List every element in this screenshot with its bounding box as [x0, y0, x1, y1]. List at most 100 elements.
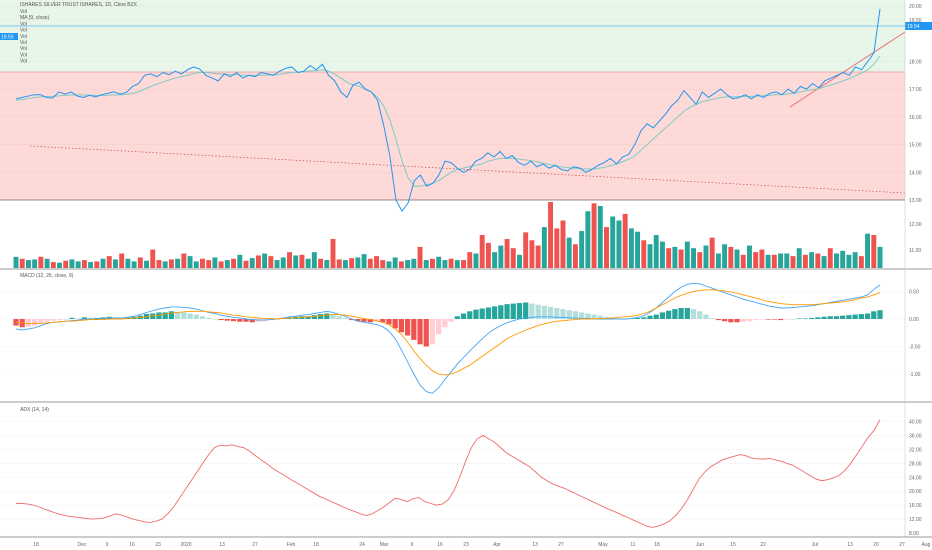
macd-histogram-bar: [162, 312, 168, 319]
macd-histogram-bar: [25, 319, 32, 327]
macd-histogram-bar: [342, 317, 349, 319]
macd-histogram-bar: [498, 305, 504, 319]
macd-histogram-bar: [746, 319, 753, 322]
macd-histogram-bar: [840, 315, 846, 319]
macd-histogram-bar: [467, 311, 473, 319]
volume-bar: [504, 238, 510, 268]
volume-bar: [591, 203, 597, 268]
volume-bar: [218, 261, 224, 268]
volume-bar: [734, 249, 740, 268]
macd-histogram-bar: [603, 316, 610, 319]
volume-bar: [374, 256, 379, 268]
volume-bar: [32, 259, 38, 268]
macd-histogram-bar: [492, 306, 498, 319]
volume-bar: [324, 260, 330, 268]
volume-bar: [224, 260, 230, 268]
adx-label: ADX (14, 14): [20, 407, 49, 413]
volume-bar: [280, 257, 286, 268]
macd-histogram-bar: [380, 319, 386, 323]
macd-line: [15, 282, 881, 394]
volume-bar: [759, 249, 765, 268]
y-tick-label: 24.00: [909, 475, 922, 481]
volume-bar: [747, 245, 752, 268]
volume-bar: [765, 254, 771, 268]
volume-bar: [231, 258, 237, 268]
macd-histogram-bar: [784, 319, 790, 320]
macd-histogram-bar: [541, 305, 547, 319]
y-tick-label: 15.00: [909, 143, 922, 149]
x-tick-label: 15: [730, 542, 736, 548]
secondary-price-value: 19.50: [1, 35, 14, 41]
macd-histogram-bar: [715, 319, 722, 321]
macd-histogram-bar: [168, 311, 175, 319]
macd-histogram-bar: [305, 316, 311, 319]
macd-histogram-bar: [367, 319, 373, 323]
upper-zone: [0, 0, 905, 72]
legend-item: MA (9, close): [20, 15, 50, 21]
macd-histogram-bar: [790, 319, 796, 320]
volume-bar: [666, 248, 672, 268]
volume-bar: [722, 244, 728, 268]
volume-bar: [75, 261, 81, 268]
macd-histogram-bar: [355, 319, 361, 322]
macd-histogram-bar: [429, 319, 436, 345]
macd-histogram-bar: [317, 314, 324, 319]
volume-bar: [715, 253, 721, 268]
macd-histogram-bar: [398, 319, 405, 333]
macd-histogram-bar: [249, 319, 255, 323]
volume-bar: [181, 253, 187, 268]
volume-bar: [69, 259, 75, 268]
volume-bar: [168, 259, 174, 268]
y-tick-label: 16.00: [909, 115, 922, 121]
volume-bar: [19, 258, 25, 268]
volume-bar: [187, 256, 193, 268]
volume-bar: [44, 258, 50, 268]
legend-item: Vol: [20, 28, 27, 34]
volume-bar: [510, 248, 516, 268]
macd-histogram-bar: [815, 317, 821, 319]
macd-histogram-bar: [709, 317, 715, 319]
volume-bar: [691, 248, 696, 268]
volume-bar: [119, 253, 125, 268]
volume-bar: [318, 258, 324, 268]
macd-histogram-bar: [721, 319, 728, 322]
volume-bar: [380, 260, 386, 268]
macd-histogram-bar: [827, 316, 833, 319]
x-tick-label: Feb: [287, 542, 296, 548]
x-tick-label: 18: [313, 542, 319, 548]
macd-histogram-bar: [206, 317, 212, 319]
volume-bar: [479, 235, 485, 268]
volume-bar: [94, 261, 100, 268]
macd-histogram-bar: [852, 314, 858, 319]
legend: ISHARES SILVER TRUST ISHARES, 1D, Cboe B…: [20, 2, 138, 65]
macd-histogram-bar: [485, 307, 492, 319]
volume-bar: [386, 261, 392, 268]
volume-bar: [498, 245, 504, 268]
macd-histogram-bar: [585, 313, 591, 319]
macd-histogram-bar: [56, 319, 63, 321]
volume-bar: [398, 261, 404, 268]
volume-bar: [784, 253, 790, 268]
volume-bar: [150, 249, 156, 268]
x-tick-label: 24: [359, 542, 365, 548]
y-tick-label: 14.00: [909, 170, 922, 176]
y-tick-label: 11.00: [909, 248, 921, 254]
macd-histogram-bar: [846, 315, 852, 319]
macd-histogram-bar: [877, 310, 883, 319]
volume-bar: [541, 227, 547, 268]
y-tick-label: 40.00: [909, 420, 922, 426]
macd-histogram-bar: [579, 312, 585, 319]
macd-histogram-bar: [442, 319, 448, 328]
volume-axis: 12.00 11.00: [909, 222, 922, 254]
macd-histogram-bar: [411, 319, 417, 340]
macd-histogram-bar: [740, 319, 746, 322]
volume-bar: [703, 245, 709, 268]
macd-histogram-bar: [336, 316, 342, 319]
volume-bar: [274, 260, 280, 268]
y-tick-label: 32.00: [909, 447, 922, 453]
volume-bar: [100, 258, 106, 268]
volume-bar: [342, 260, 348, 268]
macd-histogram-bar: [510, 303, 516, 319]
volume-bar: [709, 237, 715, 268]
volume-bar: [548, 202, 554, 268]
